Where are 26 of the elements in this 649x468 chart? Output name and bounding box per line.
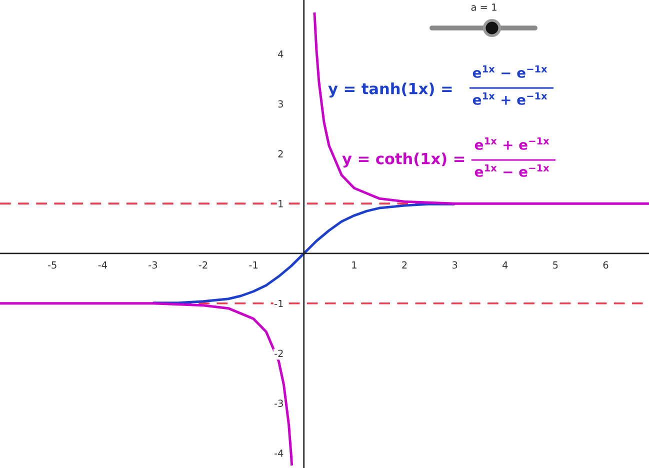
y-tick-label: 1: [278, 200, 283, 208]
annotation: y = tanh(1x) =: [328, 82, 452, 98]
x-tick-label: 6: [603, 261, 608, 269]
x-tick-label: 2: [402, 261, 407, 268]
annotation: e$^{1x}$ − e$^{−1x}$: [472, 65, 548, 78]
y-tick-label: -1: [274, 300, 283, 308]
x-tick-label: 3: [452, 261, 458, 269]
x-tick-label: 1: [352, 261, 356, 268]
x-tick-label: -4: [98, 261, 107, 268]
x-tick-label: -3: [148, 261, 158, 269]
y-tick-label: -3: [274, 400, 283, 407]
y-tick-label: -4: [274, 450, 284, 457]
annotation: e$^{1x}$ − e$^{−1x}$: [474, 164, 550, 177]
y-tick-label: -2: [274, 350, 283, 357]
y-tick-label: 2: [278, 150, 283, 158]
x-tick-label: -2: [198, 261, 208, 268]
x-tick-label: 4: [502, 261, 508, 268]
annotation: e$^{1x}$ + e$^{−1x}$: [474, 137, 550, 150]
y-tick-label: 4: [278, 50, 284, 58]
y-tick-label: 3: [278, 100, 283, 108]
x-tick-label: -1: [249, 261, 258, 268]
annotation: e$^{1x}$ + e$^{−1x}$: [472, 92, 548, 105]
annotation: y = coth(1x) =: [342, 152, 464, 168]
x-tick-label: -5: [48, 261, 56, 269]
x-tick-label: 5: [553, 261, 558, 269]
annotation: a = 1: [471, 4, 496, 11]
